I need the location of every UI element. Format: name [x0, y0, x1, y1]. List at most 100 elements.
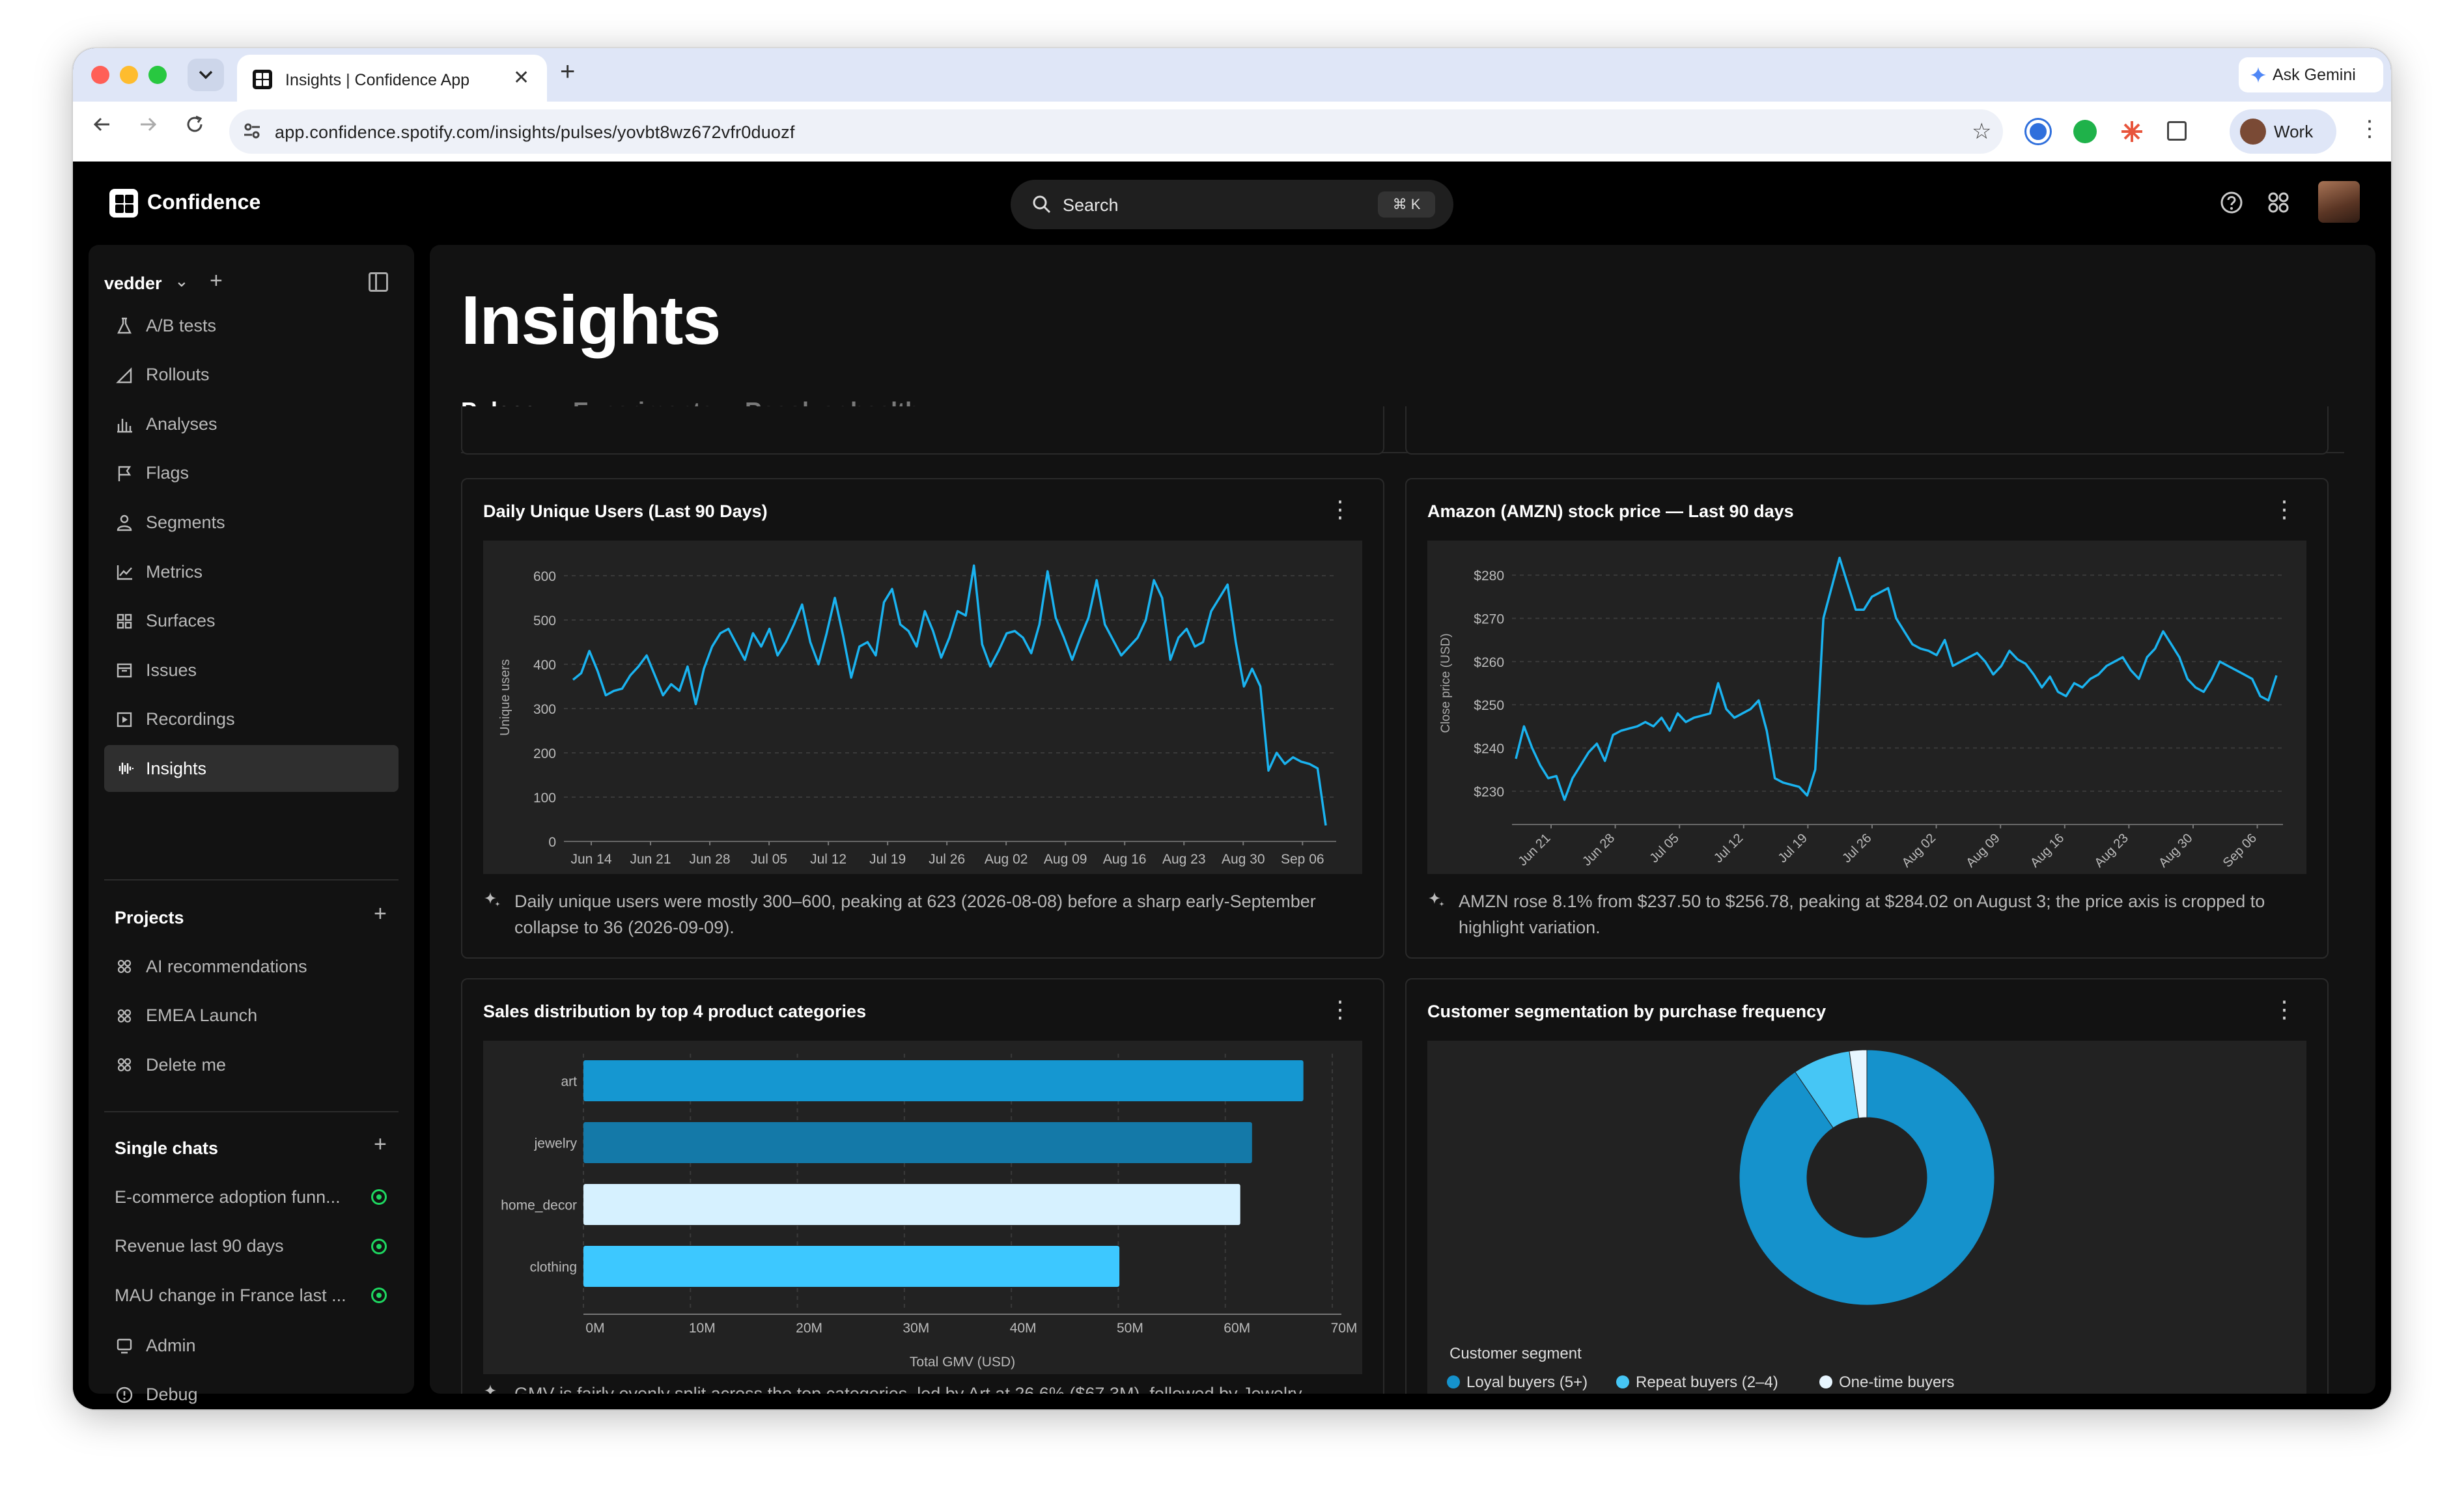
sidebar-item-segments[interactable]: Segments	[104, 499, 399, 546]
sidebar-chat-item[interactable]: MAU change in France last ...	[104, 1272, 399, 1319]
single-chats-heading: Single chats	[115, 1138, 219, 1158]
sidebar-project-item[interactable]: AI recommendations	[104, 943, 399, 990]
sidebar-item-label: Flags	[146, 463, 189, 483]
minimize-window-button[interactable]	[120, 66, 138, 84]
x-tick-label: Jul 26	[1840, 831, 1874, 866]
sidebar-divider	[104, 1111, 399, 1112]
gemini-sparkle-icon	[2250, 67, 2266, 83]
profile-label: Work	[2274, 121, 2314, 141]
previous-row-card	[1405, 406, 2329, 455]
chat-status-dot-icon	[371, 1189, 387, 1205]
bar-clothing	[583, 1246, 1120, 1287]
ask-gemini-button[interactable]: Ask Gemini	[2239, 57, 2383, 92]
x-tick-label: 30M	[903, 1321, 929, 1336]
card-menu-icon[interactable]: ⋮	[2273, 996, 2296, 1022]
new-tab-button[interactable]: +	[560, 57, 576, 86]
previous-row-card	[461, 406, 1384, 455]
sidebar-item-label: Recordings	[146, 709, 235, 729]
user-avatar[interactable]	[2318, 181, 2360, 223]
dau-line-chart: 0 100 200 300 400 500 600 Jun 14 Jun 21 Jun 28 Jul…	[483, 541, 1362, 874]
search-shortcut-badge: ⌘ K	[1378, 191, 1435, 218]
sidebar-item-analyses[interactable]: Analyses	[104, 401, 399, 447]
y-tick-label: 500	[533, 613, 556, 628]
sidebar-item-recordings[interactable]: Recordings	[104, 696, 399, 743]
sales-chart-card: Sales distribution by top 4 product cate…	[461, 978, 1384, 1394]
card-menu-icon[interactable]: ⋮	[2273, 496, 2296, 522]
x-tick-label: 70M	[1331, 1321, 1358, 1336]
add-project-icon[interactable]: +	[374, 901, 387, 926]
x-tick-label: Jul 05	[1647, 831, 1681, 866]
sidebar-item-a-b-tests[interactable]: A/B tests	[104, 302, 399, 349]
sidebar-item-issues[interactable]: Issues	[104, 647, 399, 694]
address-bar[interactable]: app.confidence.spotify.com/insights/puls…	[229, 109, 2003, 154]
legend-swatch	[1819, 1375, 1832, 1388]
sidebar-item-label: Metrics	[146, 561, 203, 582]
waveform-icon	[115, 759, 134, 778]
extensions-puzzle-icon[interactable]	[2167, 121, 2187, 141]
browser-menu-icon[interactable]: ⋮	[2359, 117, 2381, 141]
sidebar-item-rollouts[interactable]: Rollouts	[104, 352, 399, 399]
workspace-name[interactable]: vedder	[104, 274, 162, 293]
sidebar-chat-item[interactable]: Revenue last 90 days	[104, 1223, 399, 1270]
person-icon	[115, 513, 134, 532]
x-tick-label: Aug 02	[985, 852, 1028, 867]
x-tick-label: Jul 12	[1711, 831, 1746, 866]
x-tick-label: 60M	[1224, 1321, 1250, 1336]
maximize-window-button[interactable]	[148, 66, 167, 84]
sidebar-chat-item[interactable]: E-commerce adoption funn...	[104, 1174, 399, 1220]
sidebar-item-surfaces[interactable]: Surfaces	[104, 598, 399, 645]
workspace-add-icon[interactable]: +	[210, 268, 223, 293]
card-menu-icon[interactable]: ⋮	[1328, 996, 1352, 1022]
x-tick-label: Aug 02	[1899, 831, 1939, 870]
dau-series-line	[572, 564, 1327, 826]
green-extension-icon[interactable]	[2073, 120, 2097, 143]
red-sparkle-extension-icon[interactable]	[2120, 120, 2144, 143]
close-tab-icon[interactable]: ✕	[513, 67, 530, 89]
tab-search-button[interactable]	[188, 59, 224, 91]
help-icon[interactable]	[2219, 190, 2244, 218]
add-chat-icon[interactable]: +	[374, 1132, 387, 1157]
sidebar-item-label: Analyses	[146, 414, 217, 434]
global-search[interactable]: Search ⌘ K	[1011, 180, 1453, 229]
sidebar-item-insights[interactable]: Insights	[104, 745, 399, 793]
page-title: Insights	[461, 282, 721, 359]
sales-chart-svg: 0M 10M 20M 30M 40M 50M 60M 70M Total GMV (USD) ar…	[501, 1054, 1358, 1370]
legend-title: Customer segment	[1449, 1345, 1582, 1362]
y-tick-label: 0	[548, 835, 556, 850]
browser-tab-active[interactable]: Insights | Confidence App ✕	[237, 55, 547, 102]
sidebar-project-item[interactable]: EMEA Launch	[104, 993, 399, 1039]
y-tick-label: 100	[533, 791, 556, 806]
profile-button[interactable]: Work	[2230, 109, 2336, 154]
apps-grid-icon[interactable]	[2266, 190, 2291, 218]
close-window-button[interactable]	[91, 66, 109, 84]
card-menu-icon[interactable]: ⋮	[1328, 496, 1352, 522]
password-manager-extension-icon[interactable]	[2026, 120, 2050, 143]
sidebar-item-admin[interactable]: Admin	[104, 1322, 399, 1369]
workspace-chevron-down-icon[interactable]: ⌄	[175, 271, 189, 290]
confidence-logo-icon[interactable]	[109, 189, 138, 218]
ai-sparkle-icon	[1429, 892, 1444, 907]
browser-tab-strip: Insights | Confidence App ✕ + Ask Gemini	[73, 48, 2391, 102]
category-label: art	[561, 1075, 577, 1090]
sidebar-item-label: Surfaces	[146, 611, 216, 631]
chat-status-dot-icon	[371, 1238, 387, 1254]
sidebar-item-metrics[interactable]: Metrics	[104, 548, 399, 595]
y-tick-label: $270	[1474, 612, 1504, 627]
browser-toolbar: app.confidence.spotify.com/insights/puls…	[73, 102, 2391, 162]
forward-button[interactable]	[138, 115, 158, 140]
sidebar-item-flags[interactable]: Flags	[104, 450, 399, 497]
back-button[interactable]	[92, 115, 112, 140]
sidebar-item-label: Rollouts	[146, 365, 210, 385]
donut-slice-2	[1849, 1049, 1868, 1119]
site-info-icon[interactable]	[242, 121, 262, 141]
sidebar-item-debug[interactable]: Debug	[104, 1372, 399, 1409]
reload-button[interactable]	[185, 115, 204, 140]
flag-icon	[115, 464, 134, 483]
sidebar-project-item[interactable]: Delete me	[104, 1041, 399, 1088]
reload-icon	[187, 115, 203, 132]
collapse-sidebar-icon[interactable]	[369, 272, 388, 292]
bookmark-star-icon[interactable]: ☆	[1972, 119, 1992, 144]
sidebar-divider	[104, 879, 399, 880]
card-insight: Daily unique users were mostly 300–600, …	[483, 888, 1349, 943]
brand-name[interactable]: Confidence	[147, 190, 261, 214]
